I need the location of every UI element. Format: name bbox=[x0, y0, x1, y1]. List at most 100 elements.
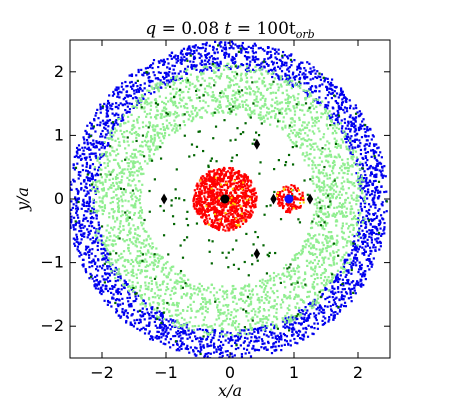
outer-ring-point bbox=[169, 54, 172, 58]
outer-ring-point bbox=[95, 268, 98, 271]
inner-ring-point bbox=[260, 116, 263, 119]
inner-ring-point bbox=[204, 90, 207, 93]
inner-ring-point bbox=[175, 105, 178, 108]
inner-ring-point bbox=[359, 161, 362, 164]
outer-ring-point bbox=[85, 165, 88, 168]
outer-ring-point bbox=[134, 291, 137, 294]
inner-ring-point bbox=[200, 284, 203, 288]
outer-ring-point bbox=[85, 204, 88, 208]
outer-ring-point bbox=[274, 335, 277, 338]
outer-ring-point bbox=[303, 77, 306, 80]
inner-ring-point bbox=[148, 154, 151, 157]
inner-ring-point bbox=[193, 292, 196, 295]
inner-ring-point bbox=[305, 239, 308, 242]
outer-ring-point bbox=[127, 300, 130, 303]
inner-ring-point bbox=[320, 152, 323, 156]
inner-ring-point bbox=[322, 181, 325, 185]
outer-ring-point bbox=[374, 175, 377, 179]
outer-ring-point bbox=[139, 318, 142, 322]
inner-ring-point bbox=[245, 328, 248, 331]
inner-ring-point bbox=[355, 199, 358, 202]
inner-ring-point bbox=[132, 174, 135, 177]
outer-ring-point bbox=[128, 74, 131, 77]
outer-ring-point bbox=[84, 158, 87, 161]
outer-ring-point bbox=[376, 189, 379, 192]
inner-ring-point bbox=[139, 246, 143, 249]
outer-ring-point bbox=[251, 332, 254, 335]
inner-ring-point bbox=[338, 156, 342, 159]
outer-ring-point bbox=[347, 287, 351, 290]
inner-ring-point bbox=[135, 245, 139, 248]
outer-ring-point bbox=[344, 127, 348, 130]
inner-ring-point bbox=[142, 125, 145, 129]
outer-ring-point bbox=[157, 335, 161, 339]
inner-ring-point bbox=[110, 208, 113, 211]
inner-ring-point bbox=[129, 252, 132, 255]
inner-ring-point bbox=[107, 188, 110, 191]
inner-ring-point bbox=[265, 284, 268, 288]
inner-ring-point bbox=[175, 129, 178, 132]
inner-ring-point bbox=[333, 257, 336, 261]
outer-ring-point bbox=[162, 327, 165, 330]
inner-ring-point bbox=[297, 270, 300, 273]
inner-ring-point bbox=[351, 233, 354, 236]
outer-ring-point bbox=[196, 46, 200, 49]
outer-ring-point bbox=[370, 192, 373, 196]
inner-ring-point bbox=[263, 102, 266, 105]
inner-ring-point bbox=[167, 303, 171, 306]
inner-ring-point bbox=[240, 291, 243, 294]
outer-ring-point bbox=[102, 290, 105, 293]
inner-ring-point bbox=[322, 261, 326, 264]
inner-ring-point bbox=[146, 145, 150, 148]
inner-ring-point bbox=[121, 204, 124, 208]
outer-ring-point bbox=[125, 319, 128, 323]
inner-ring-point bbox=[260, 117, 263, 121]
outer-ring-point bbox=[361, 240, 364, 243]
outer-ring-point bbox=[219, 332, 222, 335]
inner-ring-point bbox=[336, 123, 340, 126]
outer-ring-point bbox=[230, 344, 233, 348]
inner-ring-point bbox=[166, 308, 169, 311]
outer-ring-point bbox=[124, 310, 127, 313]
outer-ring-point bbox=[280, 65, 283, 68]
outer-ring-point bbox=[376, 241, 379, 244]
inner-ring-point bbox=[116, 173, 119, 176]
outer-ring-point bbox=[97, 287, 100, 290]
outer-ring-point bbox=[360, 112, 363, 115]
outer-ring-point bbox=[126, 283, 129, 286]
outer-ring-point bbox=[170, 51, 174, 54]
inner-ring-point bbox=[121, 238, 125, 241]
inner-ring-point bbox=[346, 196, 350, 200]
inner-ring-point bbox=[213, 287, 216, 290]
outer-ring-point bbox=[277, 75, 280, 78]
inner-ring-point bbox=[255, 100, 258, 103]
inner-ring-point bbox=[238, 103, 241, 106]
outer-ring-point bbox=[358, 139, 361, 142]
inner-ring-point bbox=[264, 293, 267, 296]
inner-ring-point bbox=[338, 196, 342, 200]
outer-ring-point bbox=[209, 344, 212, 347]
inner-ring-point bbox=[108, 131, 111, 134]
inner-ring-point bbox=[302, 137, 305, 140]
inner-ring-point bbox=[149, 116, 153, 119]
outer-ring-point bbox=[111, 102, 114, 106]
inner-ring-point bbox=[202, 288, 206, 291]
outer-ring-point bbox=[359, 283, 362, 287]
inner-ring-point bbox=[106, 137, 109, 140]
outer-ring-point bbox=[93, 284, 96, 287]
outer-ring-point bbox=[166, 66, 169, 69]
outer-ring-point bbox=[225, 52, 228, 55]
outer-ring-point bbox=[359, 202, 362, 205]
outer-ring-point bbox=[366, 126, 369, 129]
outer-ring-point bbox=[240, 63, 243, 66]
outer-ring-point bbox=[162, 334, 165, 337]
inner-ring-point bbox=[164, 266, 167, 270]
inner-ring-point bbox=[346, 261, 349, 265]
outer-ring-point bbox=[334, 277, 338, 280]
inner-ring-point bbox=[127, 158, 130, 161]
inner-ring-point bbox=[110, 184, 113, 187]
inner-ring-point bbox=[293, 296, 297, 299]
outer-ring-point bbox=[105, 257, 108, 260]
inner-ring-point bbox=[241, 100, 244, 103]
inner-ring-point bbox=[329, 188, 332, 191]
